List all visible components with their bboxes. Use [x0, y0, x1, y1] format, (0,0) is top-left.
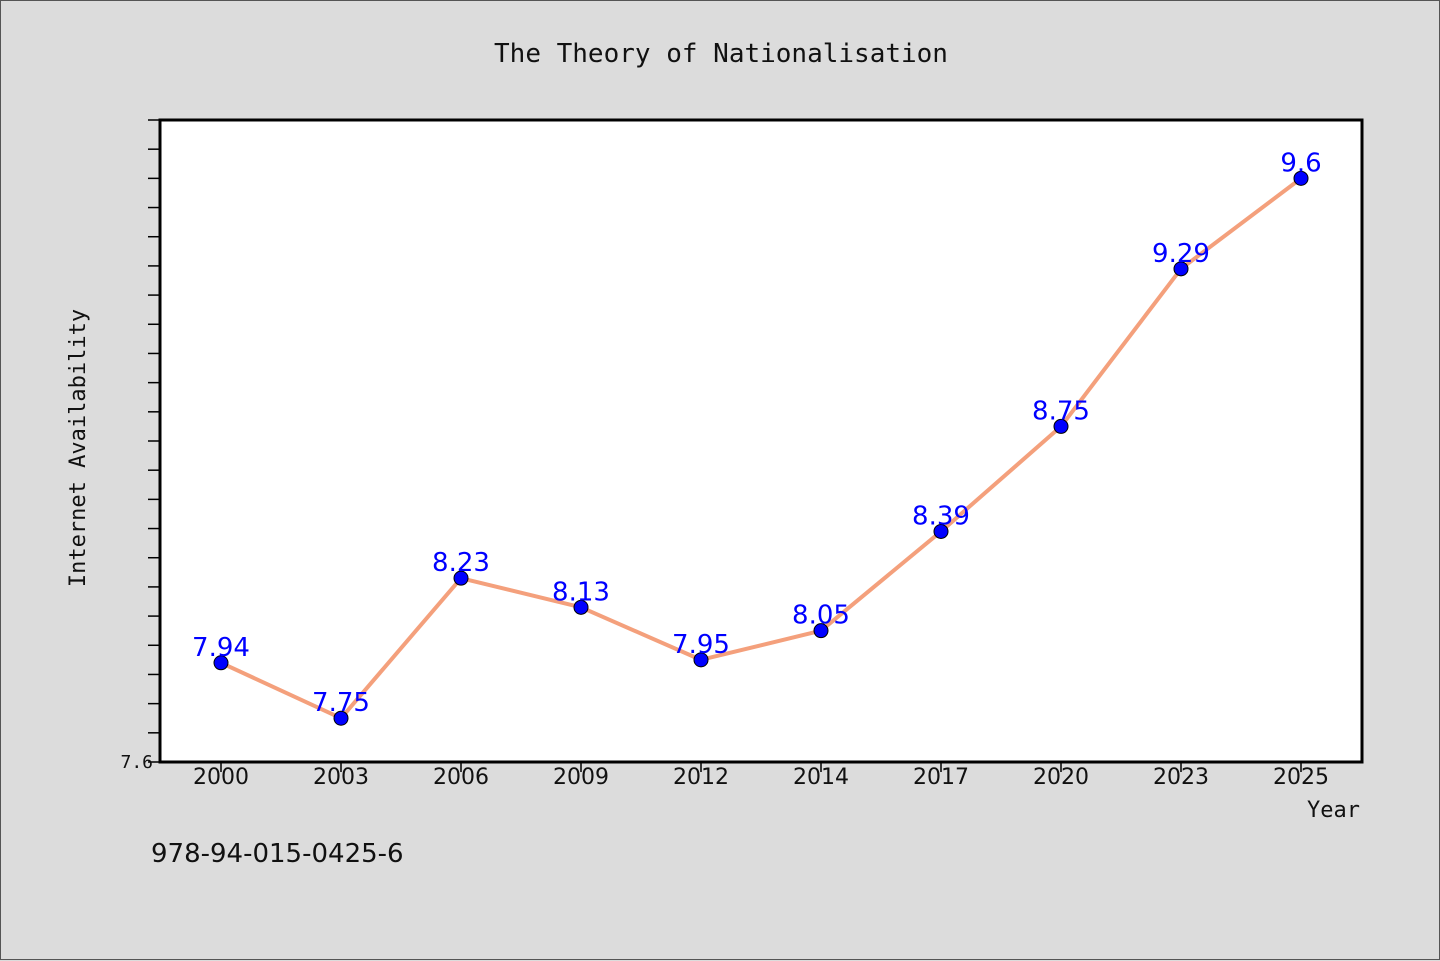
data-point-marker — [453, 570, 469, 586]
data-point-marker — [693, 652, 709, 668]
data-label: 8.23 — [432, 548, 490, 578]
plot-area — [158, 118, 1364, 764]
chart-title: The Theory of Nationalisation — [494, 39, 948, 69]
data-label: 9.29 — [1152, 239, 1210, 269]
x-tick-label: 2025 — [1273, 765, 1329, 790]
series-line — [220, 176, 1303, 721]
data-label: 7.94 — [192, 633, 250, 663]
x-tick-label: 2006 — [433, 765, 489, 790]
x-axis-label: Year — [1307, 798, 1360, 823]
y-tick-label: 7.6 — [120, 752, 153, 773]
x-tick-label: 2023 — [1153, 765, 1209, 790]
y-axis-label: Internet Availability — [66, 309, 91, 587]
data-point-marker — [333, 710, 349, 726]
data-point-marker — [573, 599, 589, 615]
x-tick-label: 2017 — [913, 765, 969, 790]
x-tick-label: 2020 — [1033, 765, 1089, 790]
data-label: 8.13 — [552, 577, 610, 607]
data-label: 8.75 — [1032, 396, 1090, 426]
data-point-marker — [933, 523, 949, 539]
x-tick-label: 2000 — [193, 765, 249, 790]
y-axis-ticks — [148, 119, 160, 763]
data-label: 7.95 — [672, 630, 730, 660]
x-tick-label: 2012 — [673, 765, 729, 790]
data-point-marker — [213, 655, 229, 671]
series-markers — [213, 170, 1309, 726]
isbn-footer: 978-94-015-0425-6 — [151, 839, 404, 869]
data-labels: 7.94 7.75 8.23 8.13 7.95 8.05 8.39 8.75 9.29 9.6 — [192, 148, 1322, 718]
data-point-marker — [1053, 418, 1069, 434]
data-label: 8.05 — [792, 601, 850, 631]
data-point-marker — [1173, 261, 1189, 277]
data-label: 7.75 — [312, 688, 370, 718]
data-label: 9.6 — [1280, 148, 1321, 178]
x-tick-label: 2009 — [553, 765, 609, 790]
data-point-marker — [813, 623, 829, 639]
x-axis-ticks — [220, 762, 1302, 772]
x-tick-label: 2003 — [313, 765, 369, 790]
data-point-marker — [1293, 170, 1309, 186]
x-tick-label: 2014 — [793, 765, 849, 790]
data-label: 8.39 — [912, 501, 970, 531]
x-tick-labels: 2000 2003 2006 2009 2012 2014 2017 2020 2023 2025 — [193, 765, 1329, 790]
